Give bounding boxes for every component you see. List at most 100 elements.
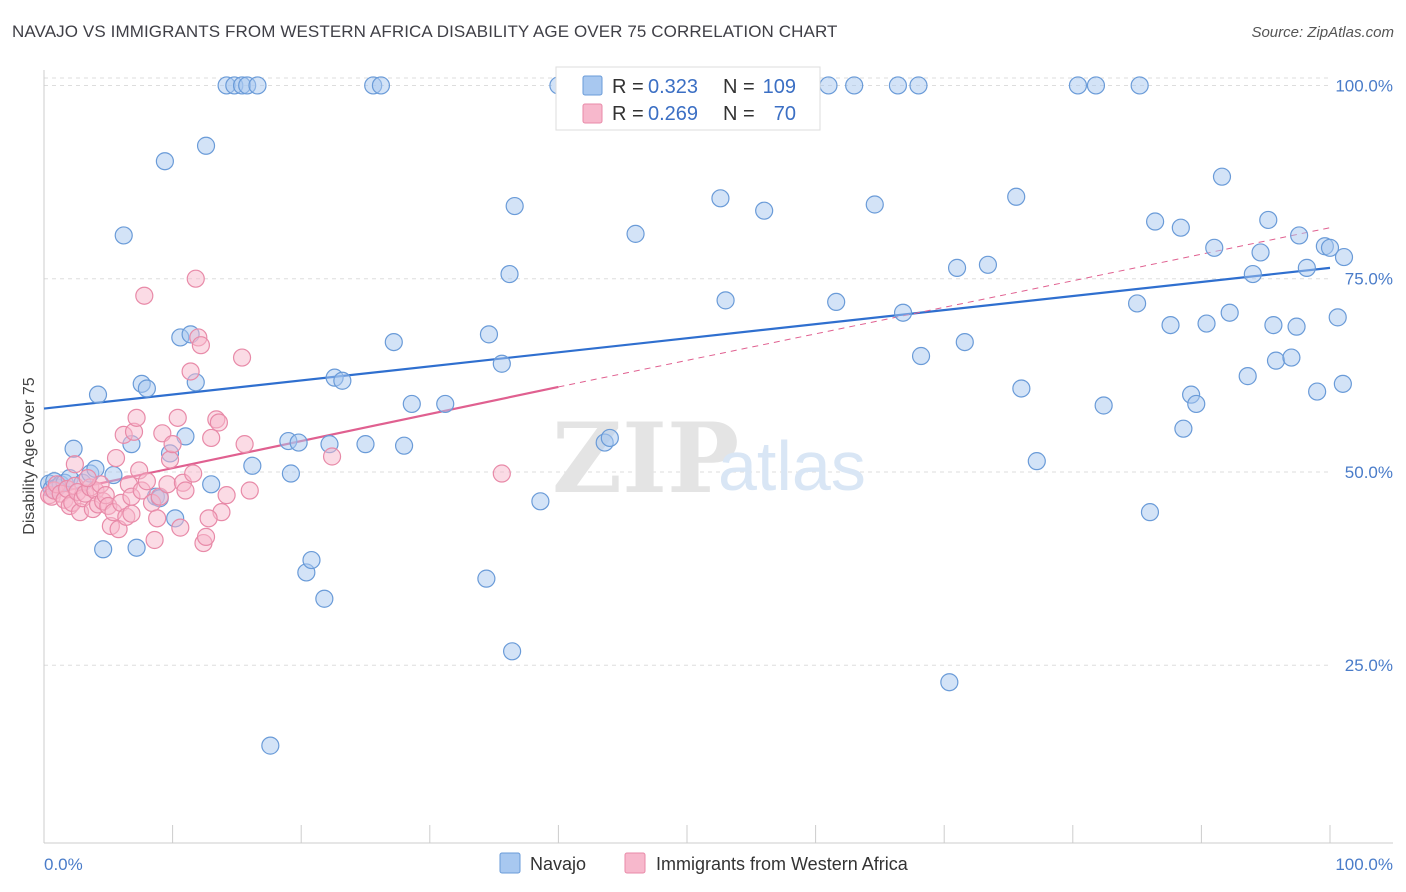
navajo-point: [1328, 308, 1347, 327]
navajo-point: [384, 332, 403, 352]
legend-n-label: N =: [723, 103, 755, 125]
navajo-point: [1197, 314, 1216, 333]
navajo-point: [1320, 238, 1340, 257]
navajo-point: [1266, 351, 1286, 370]
navajo-point: [436, 394, 455, 414]
navajo-point: [845, 76, 864, 95]
navajo-point: [893, 303, 913, 322]
navajo-point: [1205, 238, 1224, 257]
navajo-point: [402, 394, 421, 414]
navajo-point: [1243, 264, 1262, 284]
navajo-point: [911, 346, 931, 366]
navajo-point: [1212, 167, 1232, 186]
navajo-point: [64, 439, 83, 458]
navajo-point: [1297, 258, 1316, 277]
navajo-point: [978, 255, 998, 274]
navajo-point: [127, 538, 146, 557]
navajo-point: [716, 291, 735, 310]
imm-point: [145, 530, 164, 550]
legend-bottom: Navajo Immigrants from Western Africa: [499, 852, 909, 874]
navajo-point: [261, 736, 280, 755]
legend-n-value: 70: [774, 103, 796, 125]
navajo-point: [356, 435, 375, 454]
navajo-point: [196, 136, 216, 155]
navajo-point: [1264, 315, 1283, 335]
imm-point: [160, 450, 180, 469]
navajo-point: [1290, 226, 1309, 245]
y-tick-label: 100.0%: [1335, 76, 1393, 95]
navajo-point: [243, 456, 262, 475]
legend-r-value: 0.269: [648, 103, 698, 125]
legend-bottom-swatch-navajo: [499, 852, 521, 874]
navajo-point: [1287, 317, 1306, 336]
imm-point: [148, 509, 167, 528]
navajo-point: [315, 589, 334, 608]
imm-point: [217, 486, 236, 505]
source-credit: Source: ZipAtlas.com: [1251, 24, 1394, 41]
navajo-point: [505, 196, 524, 216]
navajo-point: [394, 436, 414, 455]
navajo-point: [479, 325, 499, 344]
imm-point: [168, 408, 187, 427]
imm-point: [322, 447, 342, 466]
legend-r-label: R =: [612, 103, 644, 125]
data-points: [40, 76, 1354, 755]
navajo-point: [289, 433, 308, 452]
navajo-point: [827, 292, 846, 311]
legend-r-label: R =: [612, 76, 644, 98]
navajo-point: [1238, 367, 1257, 386]
imm-point: [127, 408, 146, 427]
imm-point: [181, 362, 200, 381]
navajo-point: [281, 464, 301, 483]
y-tick-label: 75.0%: [1345, 270, 1393, 289]
legend-bottom-label-imm: Immigrants from Western Africa: [656, 854, 909, 874]
navajo-point: [1127, 294, 1147, 313]
imm-point: [176, 481, 195, 500]
y-tick-labels: 25.0% 50.0% 75.0% 100.0%: [1335, 76, 1393, 675]
navajo-point: [1086, 76, 1106, 95]
navajo-point: [909, 76, 928, 95]
navajo-point: [1334, 247, 1354, 267]
legend-row-navajo: R = 0.323 N = 109: [582, 75, 796, 98]
navajo-point: [1308, 382, 1327, 401]
imm-point: [171, 518, 190, 537]
navajo-point: [865, 195, 884, 214]
navajo-point: [302, 550, 321, 570]
legend-bottom-label-navajo: Navajo: [530, 854, 586, 874]
imm-point: [158, 475, 177, 494]
navajo-point: [1007, 187, 1026, 206]
legend-n-label: N =: [723, 76, 755, 98]
navajo-point: [503, 642, 522, 661]
legend-swatch-imm: [582, 103, 603, 124]
legend-swatch-navajo: [582, 75, 603, 96]
navajo-point: [1174, 419, 1193, 438]
navajo-point: [155, 152, 174, 171]
navajo-point: [1333, 374, 1352, 393]
navajo-point: [888, 76, 908, 95]
imm-point: [240, 481, 259, 500]
navajo-point: [940, 673, 959, 692]
navajo-point: [202, 475, 221, 494]
navajo-point: [492, 354, 511, 373]
y-tick-label: 50.0%: [1345, 463, 1393, 482]
legend-top: R = 0.323 N = 109 R = 0.269 N = 70: [555, 66, 821, 131]
navajo-point: [1259, 210, 1278, 230]
watermark-zip: ZIP: [552, 402, 739, 515]
navajo-point: [626, 224, 645, 243]
imm-point: [196, 527, 216, 546]
navajo-point: [1161, 315, 1180, 335]
navajo-point: [955, 332, 974, 352]
imm-point: [163, 435, 182, 454]
navajo-point: [94, 540, 113, 559]
navajo-point: [755, 201, 774, 220]
legend-row-imm: R = 0.269 N = 70: [582, 103, 796, 125]
imm-point: [122, 504, 141, 523]
navajo-trend-line: [43, 266, 1331, 410]
imm-point: [137, 472, 156, 491]
navajo-point: [947, 258, 967, 277]
imm-point: [191, 336, 210, 355]
legend-n-value: 109: [763, 76, 796, 98]
navajo-point: [1146, 212, 1165, 231]
navajo-point: [500, 264, 519, 284]
